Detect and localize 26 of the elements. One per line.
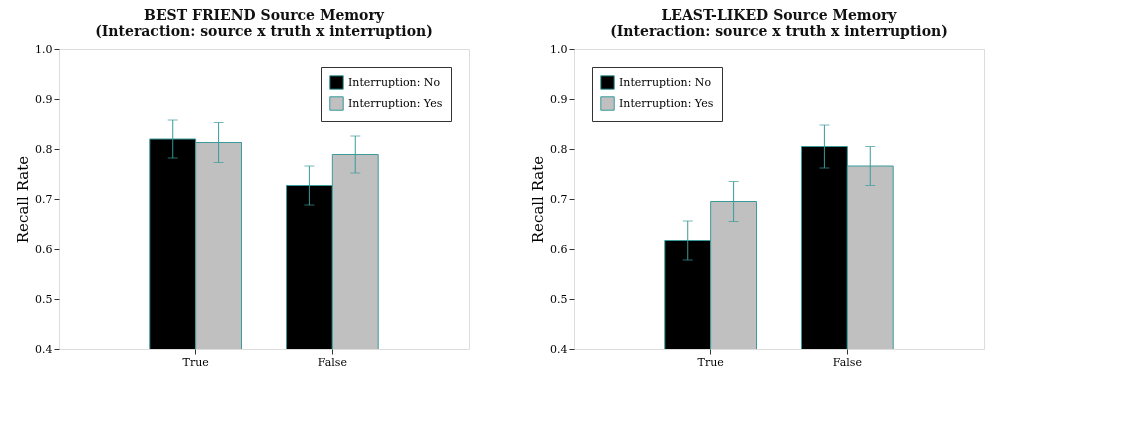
legend-label: Interruption: Yes (348, 96, 443, 110)
y-tick-label: 0.6 (550, 242, 568, 256)
y-tick-label: 1.0 (35, 42, 53, 56)
y-tick-label: 0.4 (35, 342, 53, 356)
y-tick-label: 0.7 (550, 192, 568, 206)
x-tick-label: True (182, 355, 209, 369)
y-axis-title: Recall Rate (529, 155, 548, 244)
y-tick-label: 0.5 (35, 292, 53, 306)
x-tick-label: False (317, 355, 347, 369)
y-tick-label: 0.8 (35, 142, 53, 156)
x-tick-label: True (697, 355, 724, 369)
x-tick-label: False (832, 355, 862, 369)
y-tick-label: 0.9 (550, 92, 568, 106)
y-tick-label: 0.9 (35, 92, 53, 106)
y-tick-label: 0.8 (550, 142, 568, 156)
legend-label: Interruption: No (619, 75, 712, 89)
y-tick-label: 0.7 (35, 192, 53, 206)
legend-label: Interruption: No (348, 75, 441, 89)
y-tick-label: 0.6 (35, 242, 53, 256)
y-tick-label: 0.4 (550, 342, 568, 356)
y-tick-label: 1.0 (550, 42, 568, 56)
chart-title: LEAST-LIKED Source Memory (Interaction: source x truth x interruption) (610, 7, 948, 39)
chart-title: BEST FRIEND Source Memory (Interaction: source x truth x interruption) (95, 7, 433, 39)
y-axis-title: Recall Rate (14, 155, 33, 244)
legend-label: Interruption: Yes (619, 96, 714, 110)
y-tick-label: 0.5 (550, 292, 568, 306)
